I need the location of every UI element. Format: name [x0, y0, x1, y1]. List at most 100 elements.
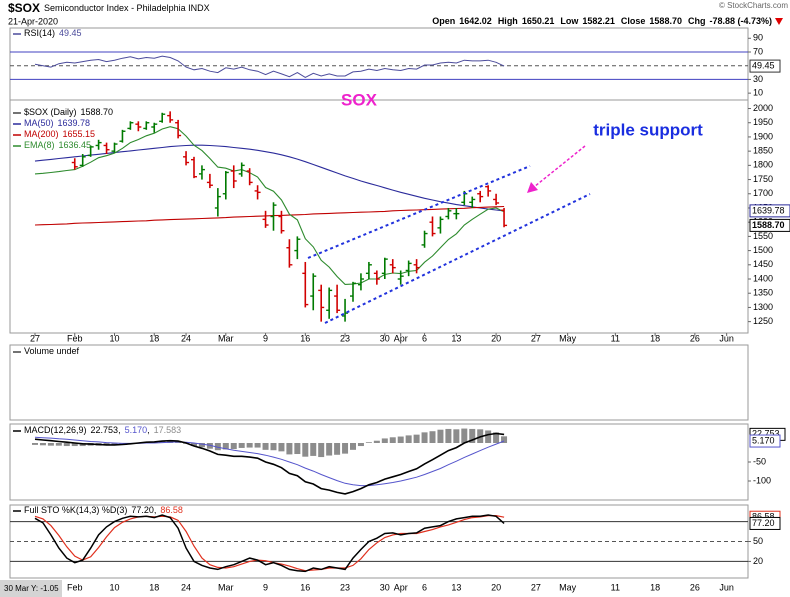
histogram-bar	[47, 443, 54, 446]
histogram-bar	[397, 436, 404, 443]
histogram-bar	[365, 442, 372, 443]
annotation: SOX	[341, 90, 378, 109]
histogram-bar	[302, 443, 309, 457]
x-tick-label: 30	[380, 582, 390, 592]
y-tick-label: 1550	[753, 231, 773, 241]
histogram-bar	[254, 443, 261, 448]
histogram-bar	[373, 440, 380, 443]
histogram-bar	[334, 443, 341, 455]
value-box-label: 86.58	[752, 512, 775, 522]
x-tick-label: 10	[109, 582, 119, 592]
value-box-label: 22.753	[752, 429, 780, 439]
legend-part: 1588.70	[81, 107, 114, 117]
panel-frame	[9, 423, 749, 501]
y-tick-label: 10	[753, 88, 763, 98]
x-tick-label: Mar	[218, 582, 234, 592]
legend-part: ,	[154, 505, 157, 515]
y-tick-label: 50	[753, 536, 763, 546]
value-box	[749, 218, 790, 232]
pointer-arrow	[533, 145, 586, 188]
value-box-label: 77.20	[752, 518, 775, 528]
histogram-bar	[389, 437, 396, 443]
panel-frame	[9, 344, 749, 421]
x-tick-label: 20	[491, 333, 501, 343]
x-tick-label: 18	[650, 582, 660, 592]
readout-box	[0, 580, 62, 597]
x-tick-label: 9	[263, 582, 268, 592]
quote-label: Chg	[688, 16, 706, 26]
panel-frame	[9, 27, 749, 101]
legend-part: ,	[147, 425, 150, 435]
signal-line	[34, 436, 505, 487]
y-tick-label: 1850	[753, 146, 773, 156]
header-title: $SOX Semiconductor Index - Philadelphia I…	[8, 1, 210, 15]
y-tick-label: 1700	[753, 188, 773, 198]
x-tick-label: 23	[340, 333, 350, 343]
y-tick-label: 1800	[753, 160, 773, 170]
histogram-bar	[342, 443, 349, 454]
x-tick-label: Jun	[719, 582, 734, 592]
x-tick-label: 30	[380, 333, 390, 343]
x-tick-label: 26	[690, 582, 700, 592]
quote-value: 1650.21	[522, 16, 555, 26]
x-tick-label: 16	[300, 582, 310, 592]
histogram-bar	[39, 443, 46, 446]
histogram-bar	[222, 443, 229, 450]
x-tick-label: Apr	[394, 582, 408, 592]
x-tick-label: 20	[491, 582, 501, 592]
quote-value: 1588.70	[649, 16, 682, 26]
y-tick-label: 1400	[753, 273, 773, 283]
legend-part: 1655.15	[63, 129, 96, 139]
value-box-label: 1588.70	[752, 220, 785, 230]
quote-value: 1582.21	[582, 16, 615, 26]
histogram-bar	[350, 443, 356, 450]
x-tick-label: 6	[422, 582, 427, 592]
source: © StockCharts.com	[719, 1, 788, 10]
value-box-label: 5.170	[752, 435, 775, 445]
histogram-bar	[485, 430, 492, 443]
y-tick-label: 1900	[753, 131, 773, 141]
x-tick-label: Feb	[67, 333, 83, 343]
moving-average	[34, 144, 505, 212]
moving-average	[34, 126, 505, 285]
symbol: $SOX	[8, 1, 40, 15]
histogram-bar	[493, 432, 500, 443]
x-tick-label: Apr	[394, 333, 408, 343]
x-tick-label: 9	[263, 333, 268, 343]
y-tick-label: 2000	[753, 103, 773, 113]
legend-part: 5.170	[125, 425, 148, 435]
legend: Full STO %K(14,3) %D(3) 77.20, 86.58	[24, 505, 183, 515]
histogram-bar	[111, 443, 118, 445]
x-tick-label: 11	[611, 333, 620, 343]
legend-part: MA(50)	[24, 118, 54, 128]
histogram-bar	[286, 443, 293, 455]
x-tick-label: May	[559, 582, 577, 592]
plot: 27 27 Feb Feb 10 10 18 18 24 24 Mar Mar 9 9 16 16 23 23 30…	[9, 27, 790, 592]
histogram-bar	[278, 443, 285, 452]
readout: 30 Mar Y: -1.05	[4, 584, 59, 593]
x-tick-label: 26	[690, 333, 700, 343]
histogram-bar	[246, 443, 253, 448]
d-line	[34, 515, 505, 572]
legend-part: $SOX (Daily)	[24, 107, 77, 117]
histogram-bar	[214, 443, 221, 451]
legend-part: 77.20	[131, 505, 154, 515]
y-tick-label: 1500	[753, 245, 773, 255]
macd-line	[34, 432, 505, 495]
panel-frame	[9, 99, 749, 334]
x-tick-label: 13	[451, 582, 461, 592]
legend: RSI(14) 49.45	[24, 28, 82, 38]
histogram-bar	[413, 434, 420, 443]
histogram-bar	[405, 435, 412, 443]
symbol-name: Semiconductor Index - Philadelphia INDX	[44, 3, 210, 13]
histogram-bar	[461, 428, 468, 443]
y-tick-label: -50	[753, 456, 766, 466]
y-tick-label: 70	[753, 46, 763, 56]
x-tick-label: May	[559, 333, 577, 343]
legend-part: 17.583	[154, 425, 182, 435]
histogram-bar	[175, 442, 182, 443]
quote-label: High	[498, 16, 518, 26]
histogram-bar	[357, 443, 364, 447]
